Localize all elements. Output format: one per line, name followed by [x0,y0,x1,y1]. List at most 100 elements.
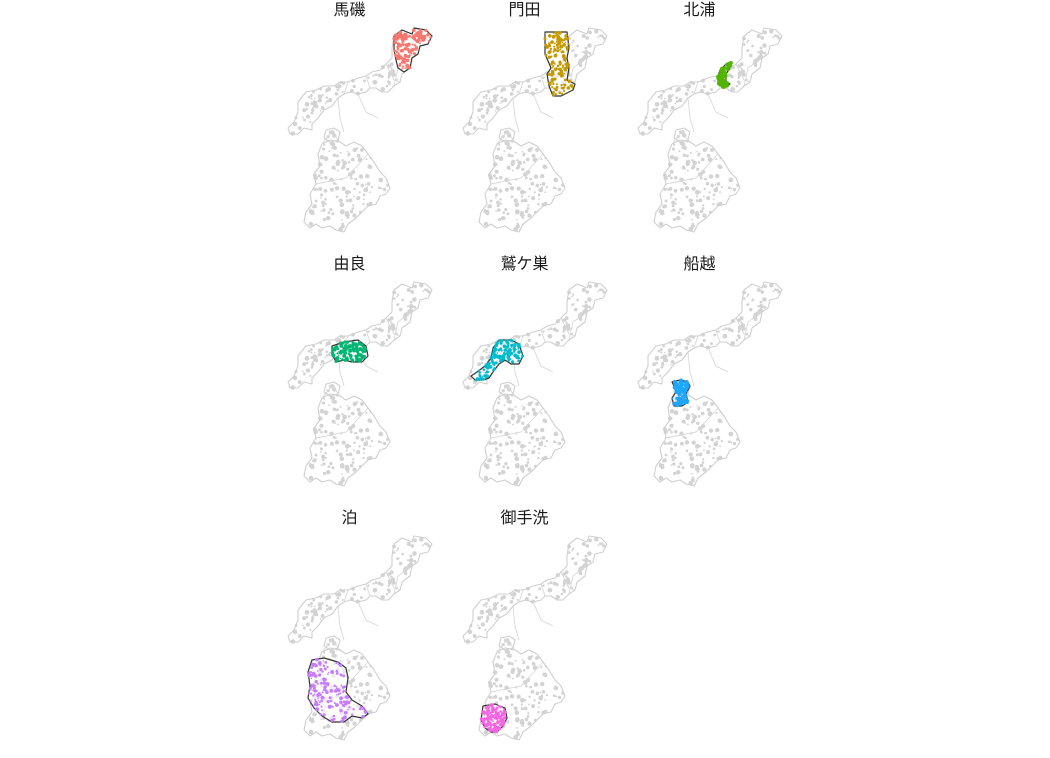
settlement-dot [521,469,525,473]
settlement-dot [747,303,750,306]
settlement-dot [472,634,477,639]
settlement-dot [521,421,525,425]
settlement-dot [496,200,500,205]
district-settlement-dot [721,76,724,79]
settlement-dot [737,76,740,79]
settlement-dot [715,440,719,443]
settlement-dot [522,680,528,685]
district-settlement-dot [334,360,338,364]
district-settlement-dot [358,707,362,711]
settlement-dot [572,39,575,42]
settlement-dot [689,151,692,154]
settlement-dot [535,437,539,441]
settlement-dot [697,172,703,177]
panel-title: 北浦 [683,0,716,19]
settlement-dot [706,407,711,412]
settlement-dot [564,319,567,322]
settlement-dot [320,718,323,720]
settlement-dot [667,352,673,357]
district-settlement-dot [508,358,512,361]
settlement-dot [338,452,343,457]
district-settlement-dot [510,343,514,347]
settlement-dot [483,221,489,227]
district-settlement-dot [483,374,486,377]
settlement-dot [506,142,511,147]
settlement-dot [483,729,489,735]
settlement-dot [480,615,484,619]
settlement-dot [653,118,656,122]
district-settlement-dot [331,705,334,708]
settlement-dot [727,327,732,332]
settlement-dot [509,168,512,170]
settlement-dot [715,186,719,189]
settlement-dot [377,73,382,78]
village-boundary [512,97,520,133]
settlement-dot [659,93,663,97]
settlement-dot [663,187,667,191]
settlement-dot [360,183,364,187]
settlement-dot [695,449,698,452]
settlement-dot [352,213,357,218]
district-settlement-dot [557,72,561,76]
district-settlement-dot [491,719,493,722]
settlement-dot [509,186,515,191]
district-settlement-dot [322,664,326,667]
settlement-dot [685,154,689,158]
settlement-dot [691,158,694,162]
settlement-dot [562,336,566,340]
village-boundary [735,63,751,83]
settlement-dot [527,84,531,89]
settlement-dot [588,284,592,289]
settlement-dot [572,49,575,52]
district-settlement-dot [308,671,312,674]
settlement-dot [576,552,579,556]
village-boundary [532,347,554,373]
settlement-dot [498,443,503,447]
village-boundary [315,153,369,185]
settlement-dot [321,401,326,405]
village-boundary [693,335,699,349]
settlement-dot [341,219,343,221]
settlement-dot [699,176,703,180]
settlement-dot [758,304,764,309]
settlement-dot [743,38,746,41]
settlement-dot [667,98,673,103]
settlement-dot [682,213,685,216]
settlement-dot [500,470,506,475]
settlement-dot [311,362,315,367]
settlement-dot [356,661,361,666]
settlement-dot [488,695,492,699]
settlement-dot [397,303,400,306]
district-settlement-dot [727,62,732,66]
settlement-dot [583,50,589,55]
district-settlement-dot [558,61,562,66]
settlement-dot [703,441,706,445]
settlement-dot [756,305,760,308]
district-settlement-dot [336,352,339,355]
settlement-dot [735,84,739,88]
settlement-dot [529,685,533,689]
settlement-dot [541,690,546,694]
settlement-dot [389,62,394,67]
panel-title: 鷲ケ巣 [500,254,549,273]
settlement-dot [572,547,575,550]
settlement-dot [561,588,565,592]
settlement-dot [538,695,544,701]
settlement-dot [684,346,689,350]
settlement-dot [510,161,515,167]
settlement-dot [363,695,369,701]
settlement-dot [652,108,657,113]
settlement-dot [345,195,348,198]
district-settlement-dot [513,342,517,347]
settlement-dot [419,283,424,288]
settlement-dot [562,584,565,587]
district-settlement-dot [417,35,421,39]
settlement-dot [668,440,673,445]
settlement-dot [496,601,499,605]
settlement-dot [678,150,681,153]
district-settlement-dot [399,49,404,53]
settlement-dot [578,571,583,576]
settlement-dot [702,458,705,461]
village-boundary [707,347,729,373]
settlement-dot [500,157,504,160]
